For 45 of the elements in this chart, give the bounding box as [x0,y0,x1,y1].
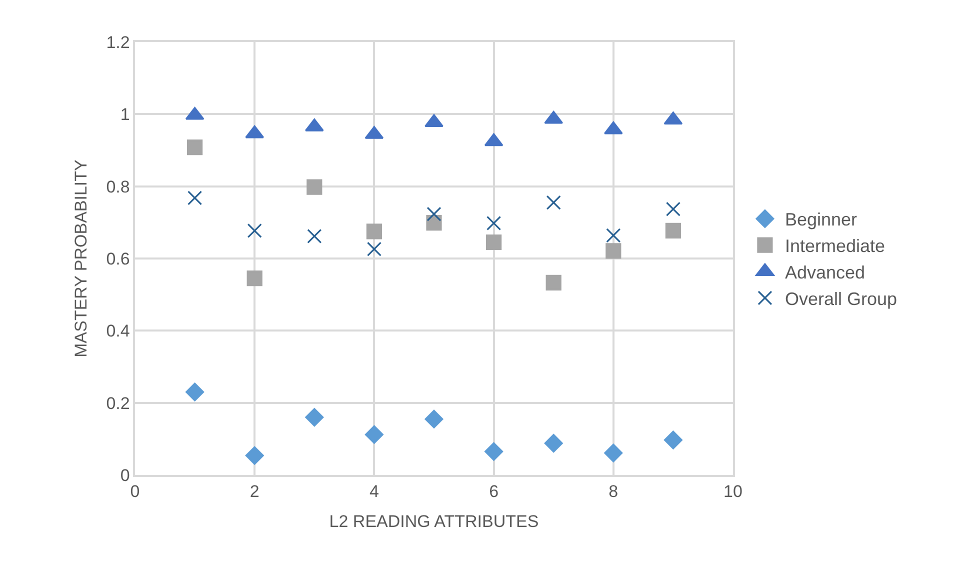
y-tick-label: 0.8 [106,177,130,196]
legend-label: Intermediate [784,236,886,256]
point [486,216,502,230]
y-axis-title: MASTERY PROBABILITY [71,160,90,358]
point [366,242,382,256]
x-tick-label: 8 [608,482,618,502]
point [364,425,384,444]
x-tick-label: 2 [250,482,260,502]
x-tick-label: 6 [489,482,499,502]
point [245,446,264,465]
point [307,228,322,244]
legend-label: Overall Group [784,288,898,309]
y-tick-label: 0.2 [106,394,130,413]
x-tick-label: 10 [724,482,742,502]
point [606,228,621,243]
point [486,234,502,250]
point [247,223,262,238]
point [305,408,324,427]
point [366,224,382,240]
y-tick-label: 0.4 [106,322,130,341]
legend-label: Beginner [784,210,858,230]
legend-label: Advanced [784,262,866,283]
y-tick-label: 0 [120,466,130,485]
point [544,434,563,452]
point [426,206,442,222]
point [484,442,504,461]
point [666,202,680,216]
point [186,382,204,402]
point [306,179,322,195]
point [665,222,681,239]
point [604,444,623,462]
point [606,243,622,259]
x-axis-title: L2 READING ATTRIBUTES [329,512,539,532]
point [546,274,562,290]
point [188,190,202,206]
y-tick-label: 1 [120,105,130,124]
y-tick-label: 0.6 [106,249,130,268]
y-tick-label: 1.2 [106,32,130,52]
point [546,195,561,210]
point [246,270,262,286]
point [187,140,203,156]
point [424,410,444,428]
point [424,114,444,128]
point [664,430,682,450]
x-tick-label: 4 [369,482,379,502]
